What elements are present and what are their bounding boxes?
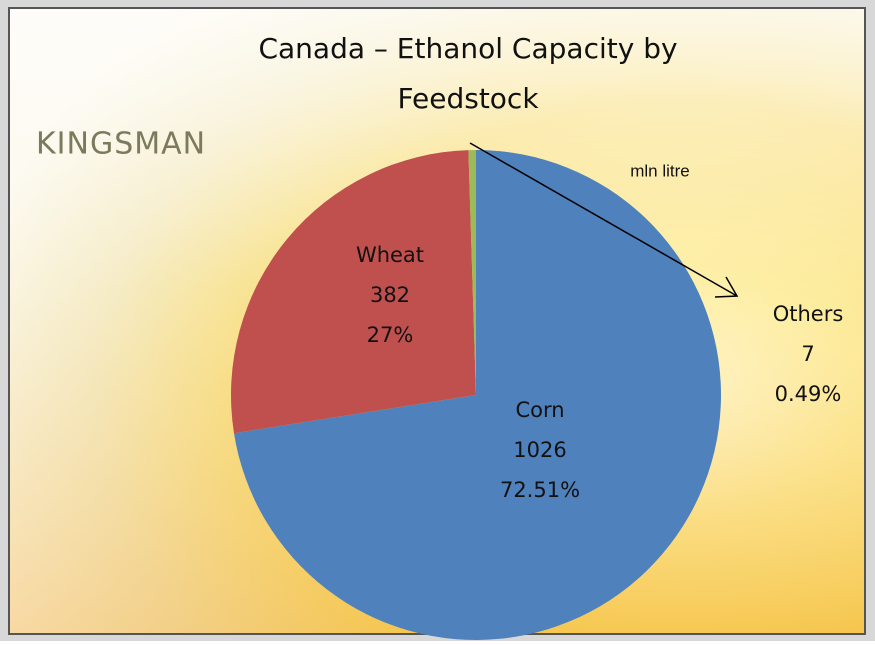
- brand-logo: KINGSMAN: [36, 127, 206, 162]
- slice-label-percent: 0.49%: [775, 382, 842, 406]
- chart-title-line2: Feedstock: [397, 82, 539, 115]
- slice-label-percent: 72.51%: [500, 478, 580, 502]
- slice-label-value: 1026: [513, 438, 566, 462]
- slice-label-category: Wheat: [356, 243, 424, 267]
- unit-note: mln litre: [630, 161, 690, 180]
- leader-line: [469, 142, 738, 297]
- leader-arrowhead: [714, 276, 739, 298]
- slice-label-percent: 27%: [367, 323, 414, 347]
- slice-label-category: Others: [773, 302, 844, 326]
- slice-label-value: 7: [801, 342, 814, 366]
- data-labels: Corn 1026 72.51% Wheat 382 27% Others 7 0.49%: [356, 243, 843, 502]
- pie-slice: [468, 150, 476, 395]
- chart-title-line1: Canada – Ethanol Capacity by: [258, 32, 677, 65]
- slice-label-value: 382: [370, 283, 410, 307]
- pie: [231, 150, 721, 640]
- pie-slice: [231, 150, 476, 434]
- pie-slice: [233, 150, 721, 640]
- slice-label-category: Corn: [515, 398, 564, 422]
